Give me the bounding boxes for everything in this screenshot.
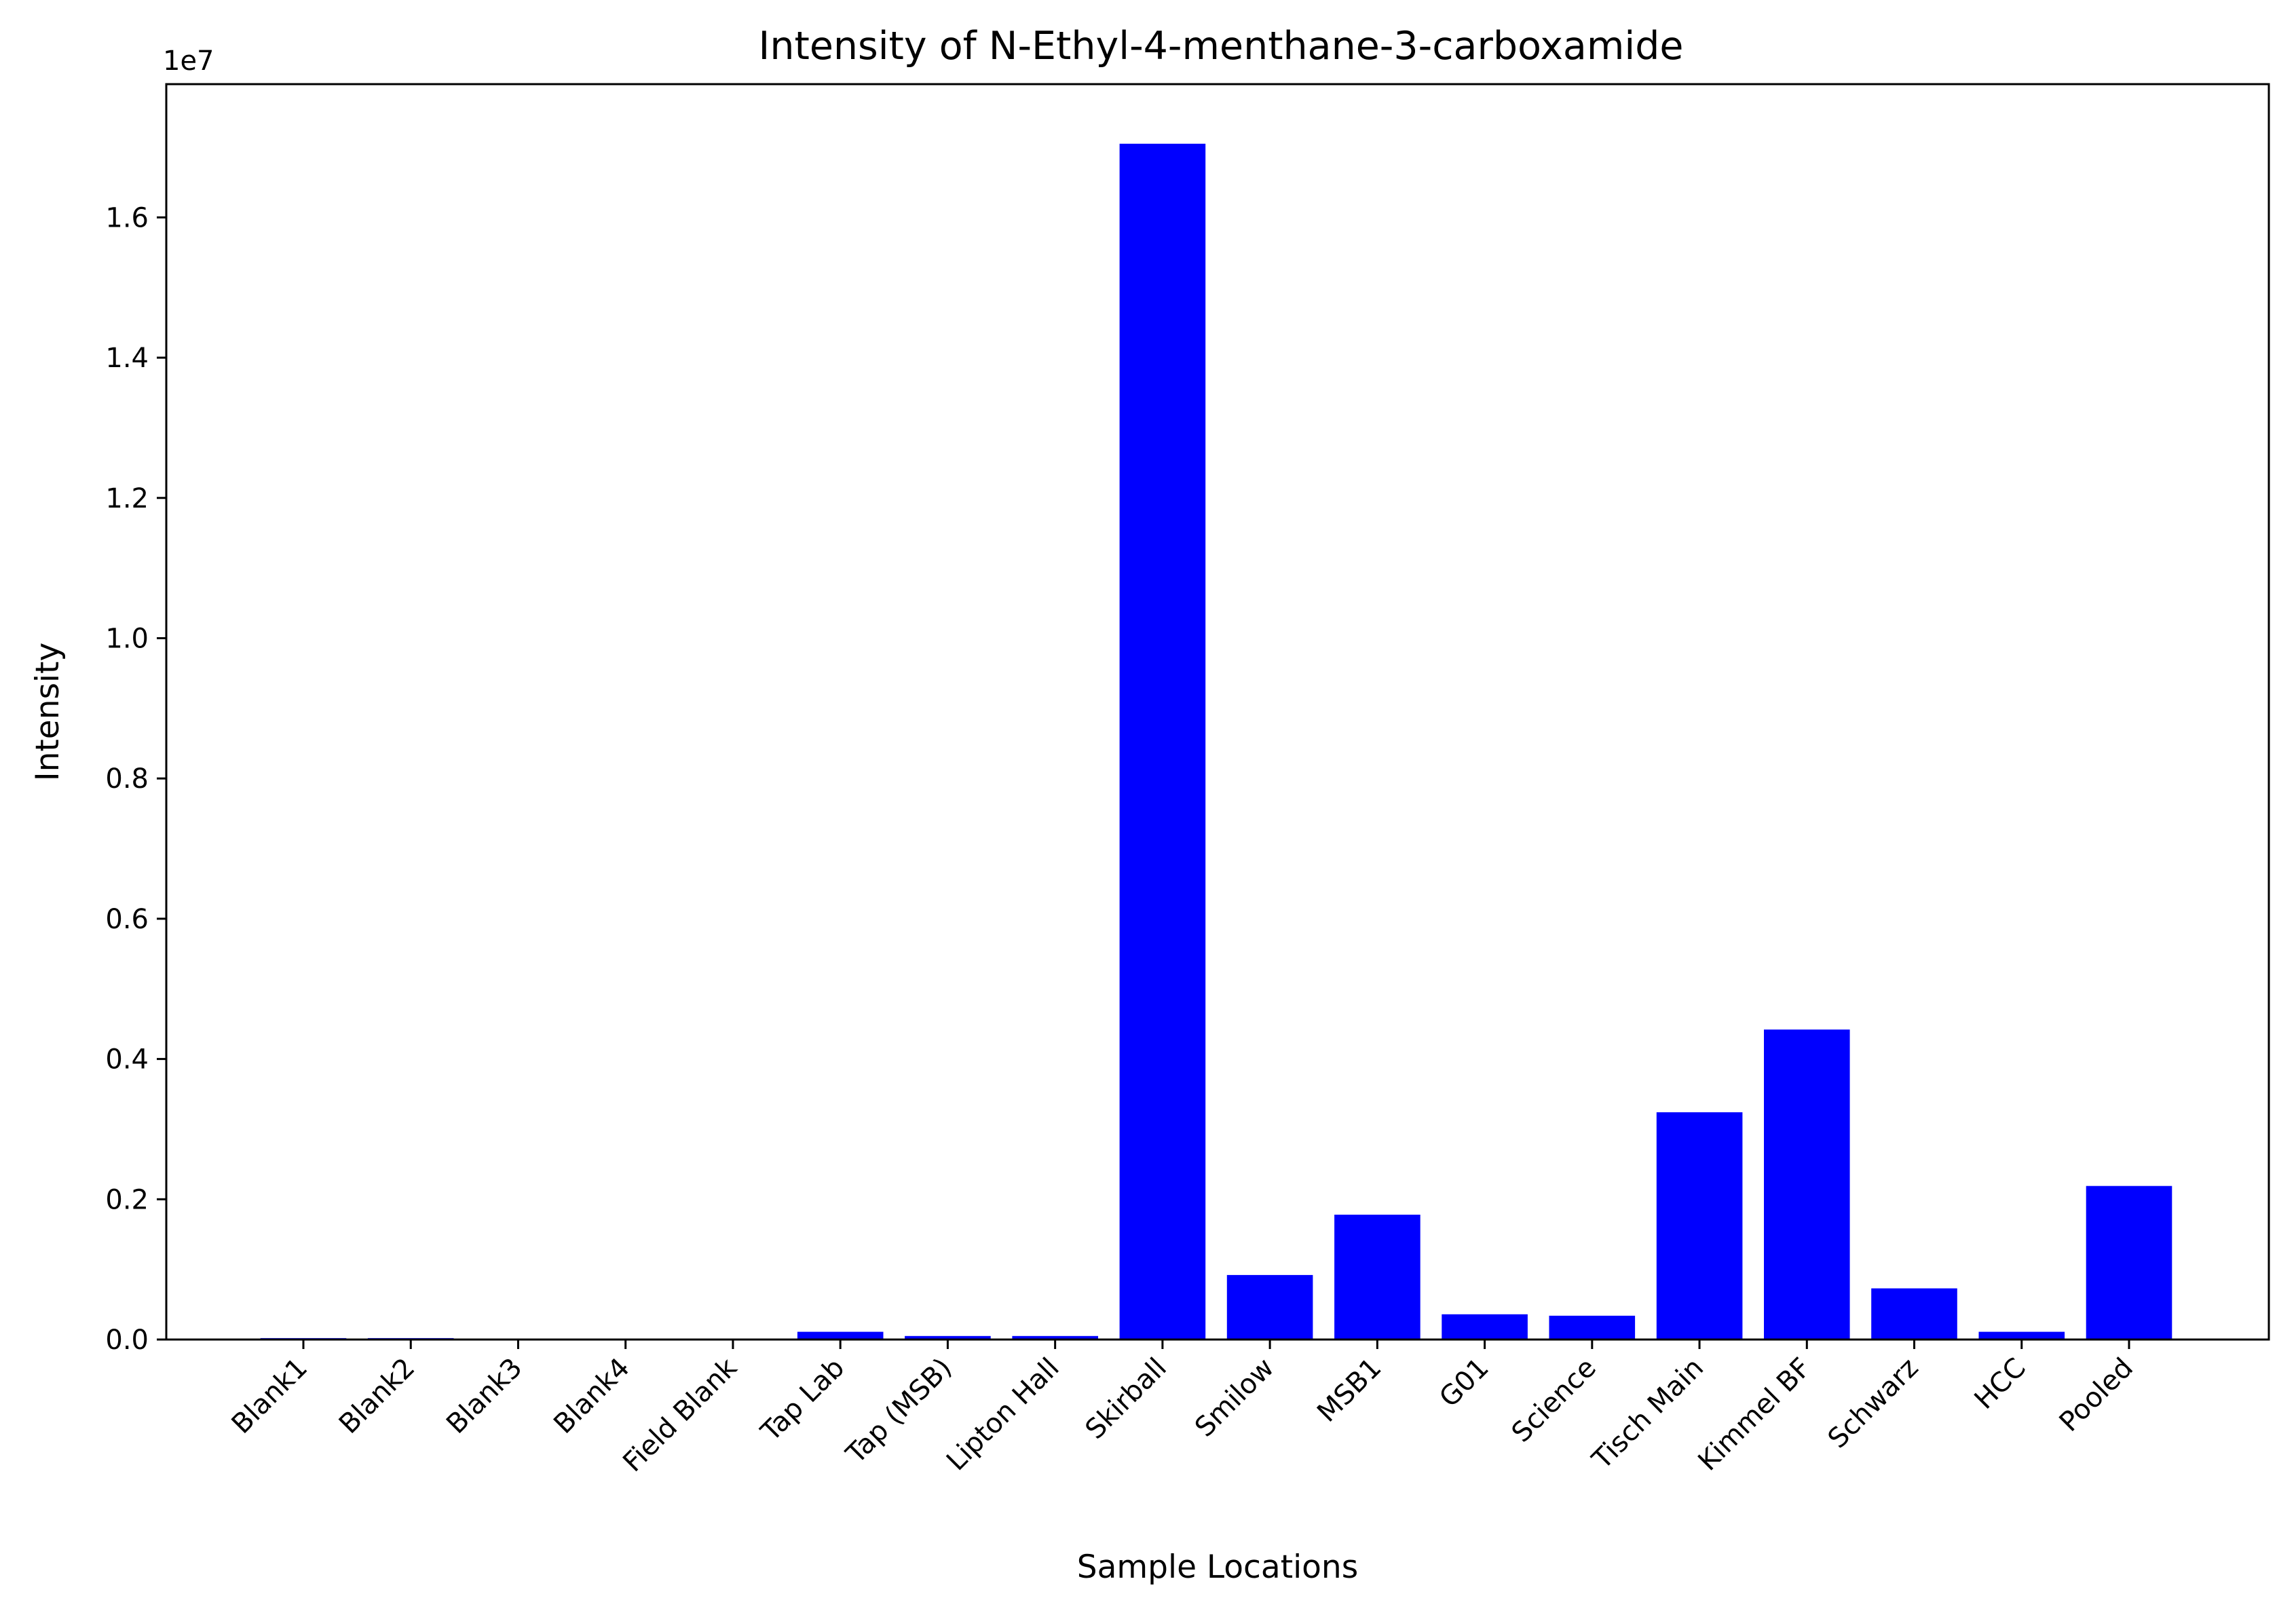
y-tick-label-2: 0.4	[105, 1044, 149, 1076]
bar-15	[1871, 1288, 1957, 1340]
bars-group	[260, 143, 2172, 1340]
chart-title: Intensity of N-Ethyl-4-menthane-3-carbox…	[759, 24, 1684, 69]
bar-8	[1119, 143, 1206, 1340]
y-tick-label-0: 0.0	[105, 1325, 149, 1356]
bar-12	[1549, 1315, 1636, 1340]
y-tick-label-1: 0.2	[105, 1184, 149, 1215]
bar-6	[905, 1335, 991, 1340]
bar-9	[1226, 1274, 1313, 1340]
y-tick-label-4: 0.8	[105, 763, 149, 795]
x-axis-label: Sample Locations	[1077, 1549, 1358, 1586]
bar-7	[1012, 1335, 1098, 1340]
bar-16	[1978, 1331, 2065, 1340]
y-tick-label-3: 0.6	[105, 904, 149, 935]
y-tick-label-5: 1.0	[105, 623, 149, 654]
y-tick-label-8: 1.6	[105, 202, 149, 233]
bar-14	[1764, 1029, 1850, 1340]
y-axis-ticks: 0.0 0.2 0.4 0.6 0.8 1.0 1.2 1.4 1.6	[105, 202, 166, 1356]
y-tick-label-6: 1.2	[105, 483, 149, 514]
bar-10	[1334, 1215, 1420, 1340]
bar-11	[1442, 1314, 1528, 1340]
bar-13	[1656, 1112, 1743, 1340]
plot-area-frame	[165, 83, 2270, 1341]
bar-5	[797, 1331, 884, 1340]
y-axis-label: Intensity	[29, 643, 67, 782]
y-tick-label-7: 1.4	[105, 343, 149, 374]
y-axis-offset-label: 1e7	[163, 45, 214, 77]
bar-17	[2086, 1185, 2172, 1340]
